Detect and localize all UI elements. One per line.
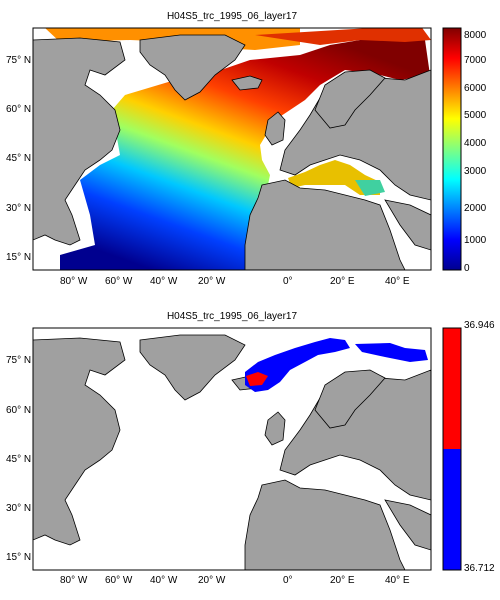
panel1-cbar-tick-5000: 5000 <box>464 110 487 121</box>
panel1-land-british-isles <box>264 111 286 146</box>
panel1-cbar-tick-8000: 8000 <box>464 30 487 41</box>
panel1-tracer-field <box>60 38 430 270</box>
panel1-cbar-tick-2000: 2000 <box>464 203 487 214</box>
panel1-land-arabia <box>384 199 431 251</box>
panel1-xtick-80w: 80° W <box>60 276 88 287</box>
panel2-ytick-15n: 15° N <box>6 552 32 563</box>
panel1-cbar-tick-0: 0 <box>464 263 470 274</box>
panel1-ytick-75n: 75° N <box>6 55 32 66</box>
panel2-land-british-isles <box>264 411 286 446</box>
panel1-ytick-15n: 15° N <box>6 252 32 263</box>
panel1-cbar-tick-6000: 6000 <box>464 83 487 94</box>
panel1-xtick-20e: 20° E <box>330 276 355 287</box>
panel2-xtick-80w: 80° W <box>60 575 88 586</box>
panel1-title: H04S5_trc_1995_06_layer17 <box>166 11 298 22</box>
panel2-xtick-20w: 20° W <box>198 575 226 586</box>
panel2-frame <box>32 327 432 571</box>
panel1-mediterranean <box>288 160 380 195</box>
panel1-map <box>33 28 431 270</box>
panel2-cbar-tick-bottom: 36.712 <box>464 563 495 574</box>
panel1-cbar-tick-7000: 7000 <box>464 55 487 66</box>
panel2-cbar-tick-top: 36.946 <box>464 320 495 331</box>
panel2-xtick-0: 0° <box>283 575 293 586</box>
panel1-land-scandinavia <box>314 69 386 129</box>
panel2-ytick-45n: 45° N <box>6 454 32 465</box>
panel2-ytick-30n: 30° N <box>6 503 32 514</box>
panel1-ytick-30n: 30° N <box>6 203 32 214</box>
panel1-land-north-america <box>33 37 126 246</box>
panel1-ytick-45n: 45° N <box>6 153 32 164</box>
panel2-ytick-75n: 75° N <box>6 355 32 366</box>
panel2-map <box>33 328 431 570</box>
panel1-ytick-60n: 60° N <box>6 104 32 115</box>
panel2-blue-strip <box>355 343 428 362</box>
panel1-med-east <box>355 180 385 196</box>
panel1-xtick-20w: 20° W <box>198 276 226 287</box>
panel2-land-scandinavia <box>314 369 386 429</box>
panel2-blue-region <box>245 338 350 392</box>
panel2-colorbar-red <box>443 328 461 449</box>
panel2-xtick-60w: 60° W <box>105 575 133 586</box>
panel1-cbar-tick-4000: 4000 <box>464 138 487 149</box>
panel2-red-region <box>246 372 268 386</box>
panel2-colorbar-blue <box>443 449 461 570</box>
panel2-colorbar <box>442 327 462 571</box>
panel1-xtick-0: 0° <box>283 276 293 287</box>
panel1-cbar-tick-3000: 3000 <box>464 166 487 177</box>
panel1-land-africa <box>244 179 406 270</box>
panel1-frame <box>32 27 432 271</box>
panel2-xtick-20e: 20° E <box>330 575 355 586</box>
panel2-land-arabia <box>384 499 431 551</box>
panel2-land-greenland <box>139 334 246 401</box>
panel1-colorbar <box>442 27 462 271</box>
panel2-title: H04S5_trc_1995_06_layer17 <box>166 311 298 322</box>
panel1-xtick-40e: 40° E <box>385 276 410 287</box>
panel2-xtick-40w: 40° W <box>150 575 178 586</box>
panel1-arctic-band-red <box>255 28 431 45</box>
panel2-ytick-60n: 60° N <box>6 405 32 416</box>
panel1-cbar-tick-1000: 1000 <box>464 235 487 246</box>
panel1-xtick-60w: 60° W <box>105 276 133 287</box>
panel1-land-iceland <box>231 75 263 91</box>
panel1-land-greenland <box>139 34 246 101</box>
panel2-land-africa <box>244 479 406 570</box>
panel1-xtick-40w: 40° W <box>150 276 178 287</box>
panel2-land-north-america <box>33 337 126 546</box>
panel2-xtick-40e: 40° E <box>385 575 410 586</box>
